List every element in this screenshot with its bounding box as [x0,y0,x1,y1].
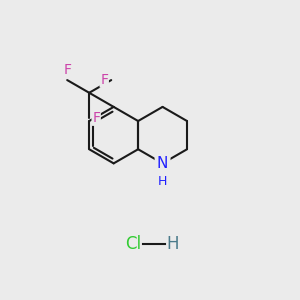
Text: N: N [157,156,168,171]
Text: F: F [92,111,100,125]
Text: F: F [100,73,108,87]
Text: H: H [166,235,179,253]
Text: Cl: Cl [125,235,141,253]
Text: F: F [63,63,71,77]
Text: H: H [158,175,167,188]
